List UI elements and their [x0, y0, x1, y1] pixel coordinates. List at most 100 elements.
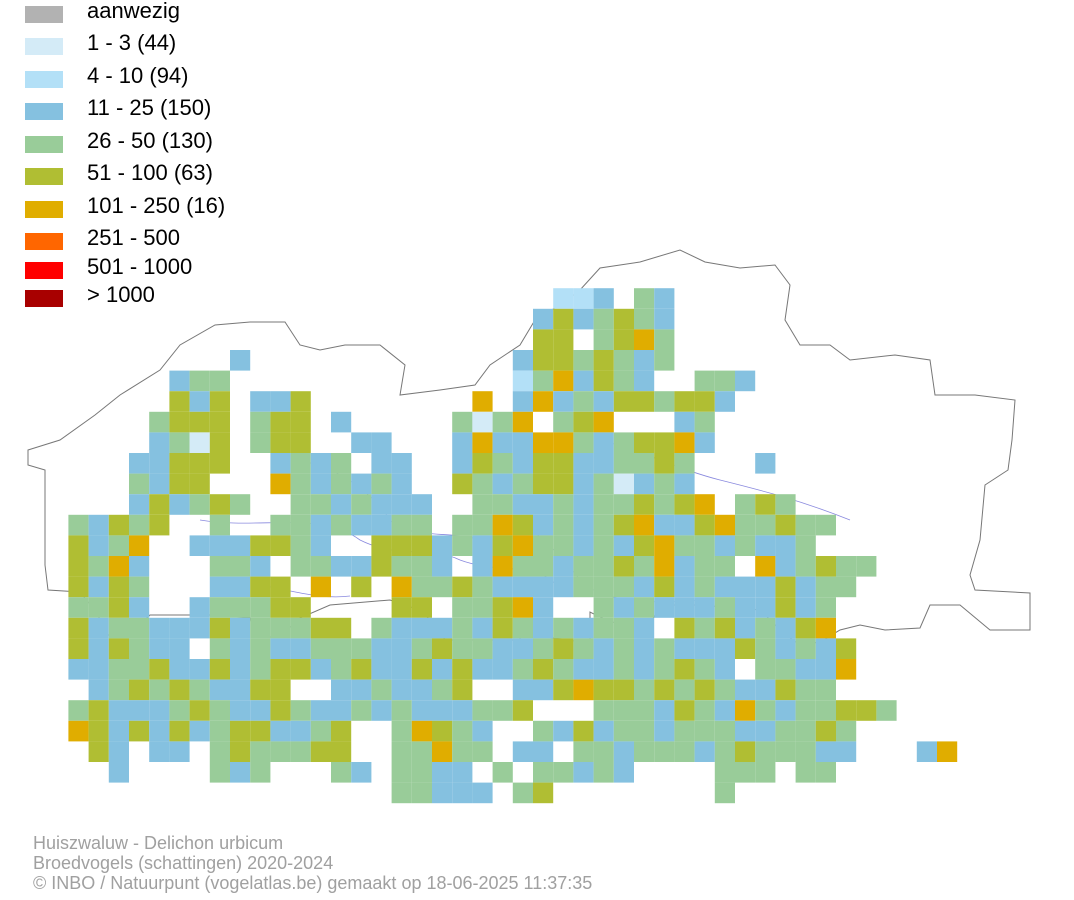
grid-cell — [209, 453, 230, 474]
grid-cell — [613, 391, 634, 412]
grid-cell — [169, 679, 190, 701]
grid-cell — [533, 473, 554, 495]
grid-cell — [654, 453, 675, 474]
grid-cell — [593, 741, 614, 762]
grid-cell — [593, 411, 614, 433]
grid-cell — [654, 391, 675, 412]
grid-cell — [613, 576, 634, 598]
grid-cell — [694, 535, 715, 556]
grid-cell — [634, 494, 655, 515]
grid-cell — [492, 597, 513, 618]
grid-cell — [836, 720, 857, 742]
legend-label: 101 - 250 (16) — [87, 193, 226, 218]
grid-cell — [836, 741, 857, 762]
grid-cell — [533, 679, 554, 701]
grid-cell — [149, 432, 170, 453]
grid-cell — [492, 473, 513, 495]
grid-cell — [452, 741, 473, 762]
grid-cell — [290, 411, 311, 433]
grid-cell — [916, 741, 937, 762]
grid-cell — [209, 659, 230, 680]
grid-cell — [533, 370, 554, 392]
grid-cell — [411, 782, 432, 804]
grid-cell — [492, 432, 513, 453]
grid-cell — [129, 576, 150, 598]
grid-cell — [432, 700, 453, 721]
grid-cell — [836, 638, 857, 659]
grid-cell — [230, 576, 251, 598]
grid-cell — [553, 473, 574, 495]
grid-cell — [230, 741, 251, 762]
grid-cell — [714, 391, 735, 412]
grid-cell — [654, 432, 675, 453]
grid-cell — [209, 638, 230, 659]
grid-cell — [694, 659, 715, 680]
grid-cell — [755, 679, 776, 701]
grid-cell — [593, 494, 614, 515]
grid-cell — [209, 494, 230, 515]
grid-cell — [108, 638, 129, 659]
grid-cell — [169, 411, 190, 433]
grid-cell — [411, 720, 432, 742]
grid-cell — [593, 556, 614, 577]
grid-cell — [735, 741, 756, 762]
grid-cell — [694, 700, 715, 721]
grid-cell — [68, 659, 89, 680]
grid-cell — [573, 659, 594, 680]
grid-cell — [108, 514, 129, 536]
grid-cell — [270, 617, 291, 639]
grid-cell — [795, 700, 816, 721]
grid-cell — [108, 659, 129, 680]
grid-cell — [593, 638, 614, 659]
grid-cell — [573, 514, 594, 536]
grid-cell — [815, 617, 836, 639]
grid-cell — [714, 679, 735, 701]
grid-cell — [573, 453, 594, 474]
grid-cell — [512, 535, 533, 556]
grid-cell — [310, 514, 331, 536]
grid-cell — [795, 638, 816, 659]
grid-cell — [755, 720, 776, 742]
grid-cell — [371, 556, 392, 577]
grid-cell — [432, 762, 453, 783]
grid-cell — [613, 679, 634, 701]
grid-cell — [250, 556, 271, 577]
grid-cell — [815, 700, 836, 721]
grid-cell — [613, 473, 634, 495]
grid-cell — [331, 720, 352, 742]
grid-cell — [674, 535, 695, 556]
grid-cell — [654, 720, 675, 742]
grid-cell — [593, 350, 614, 371]
grid-cell — [310, 494, 331, 515]
grid-cell — [775, 514, 796, 536]
grid-cell — [593, 432, 614, 453]
grid-cell — [209, 370, 230, 392]
legend-label: aanwezig — [87, 0, 180, 23]
grid-cell — [391, 741, 412, 762]
grid-cell — [634, 308, 655, 330]
grid-cell — [270, 679, 291, 701]
grid-cell — [230, 617, 251, 639]
grid-cell — [391, 494, 412, 515]
grid-cell — [209, 535, 230, 556]
grid-cell — [654, 659, 675, 680]
grid-cell — [674, 391, 695, 412]
grid-cell — [331, 556, 352, 577]
grid-cell — [573, 762, 594, 783]
grid-cell — [250, 700, 271, 721]
grid-cell — [815, 741, 836, 762]
grid-cell — [129, 617, 150, 639]
grid-cell — [694, 432, 715, 453]
grid-cell — [553, 432, 574, 453]
grid-cell — [492, 638, 513, 659]
grid-cell — [371, 679, 392, 701]
grid-cell — [108, 762, 129, 783]
grid-cell — [290, 432, 311, 453]
grid-cells — [68, 288, 958, 804]
grid-cell — [371, 453, 392, 474]
grid-cell — [331, 700, 352, 721]
grid-cell — [573, 741, 594, 762]
grid-cell — [452, 514, 473, 536]
grid-cell — [634, 597, 655, 618]
grid-cell — [815, 638, 836, 659]
